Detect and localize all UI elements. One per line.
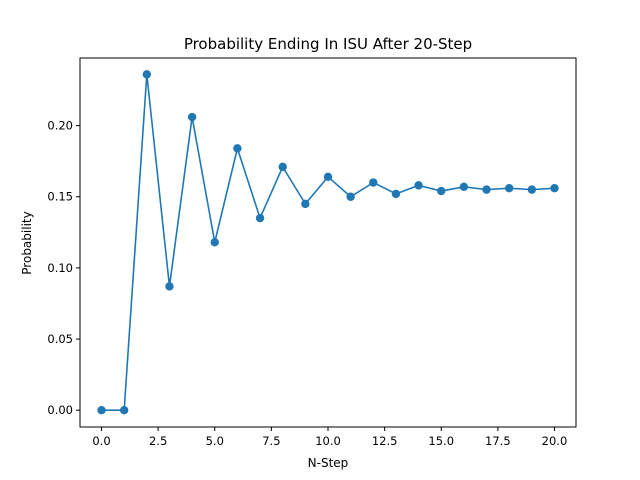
- x-axis: 0.0 2.5 5.0 7.5 10.0 12.5 15.0 17.5 20.0: [92, 427, 567, 448]
- x-tick-label: 2.5: [149, 434, 167, 448]
- data-point: [301, 199, 310, 209]
- x-axis-label: N-Step: [308, 456, 349, 470]
- x-tick-label: 10.0: [315, 434, 341, 448]
- chart-title: Probability Ending In ISU After 20-Step: [184, 35, 472, 53]
- data-point: [437, 186, 446, 196]
- data-point: [550, 184, 559, 193]
- data-point: [482, 185, 491, 194]
- y-tick-label: 0.05: [47, 332, 73, 346]
- y-tick-label: 0.15: [47, 190, 73, 204]
- series-markers-group: [97, 70, 559, 415]
- data-point: [278, 162, 287, 172]
- data-point: [233, 144, 242, 153]
- data-point: [527, 185, 537, 194]
- series-line-group: [101, 73, 555, 412]
- series-line: [101, 73, 555, 412]
- plot-frame: [79, 57, 577, 428]
- data-point: [255, 213, 265, 223]
- data-point: [323, 172, 333, 182]
- x-tick-label: 12.5: [372, 434, 398, 448]
- data-point: [97, 406, 106, 415]
- x-tick-label: 20.0: [542, 434, 568, 448]
- y-axis: 0.00 0.05 0.10 0.15 0.20: [47, 119, 80, 417]
- y-tick-label: 0.20: [47, 119, 73, 133]
- x-tick-label: 17.5: [485, 434, 511, 448]
- y-axis-label: Probability: [20, 211, 34, 274]
- data-point: [210, 238, 219, 247]
- data-point: [414, 181, 423, 190]
- data-point: [165, 282, 174, 291]
- x-tick-label: 15.0: [428, 434, 454, 448]
- data-point: [346, 192, 355, 201]
- y-tick-label: 0.00: [47, 403, 73, 417]
- data-point: [142, 70, 152, 79]
- data-point: [369, 178, 378, 187]
- x-tick-label: 0.0: [92, 434, 110, 448]
- data-point: [504, 184, 514, 193]
- data-point: [391, 189, 401, 199]
- data-point: [459, 182, 469, 191]
- y-tick-label: 0.10: [47, 261, 73, 275]
- x-tick-label: 5.0: [206, 434, 224, 448]
- data-point: [119, 406, 129, 415]
- x-tick-label: 7.5: [262, 434, 280, 448]
- data-point: [187, 112, 197, 122]
